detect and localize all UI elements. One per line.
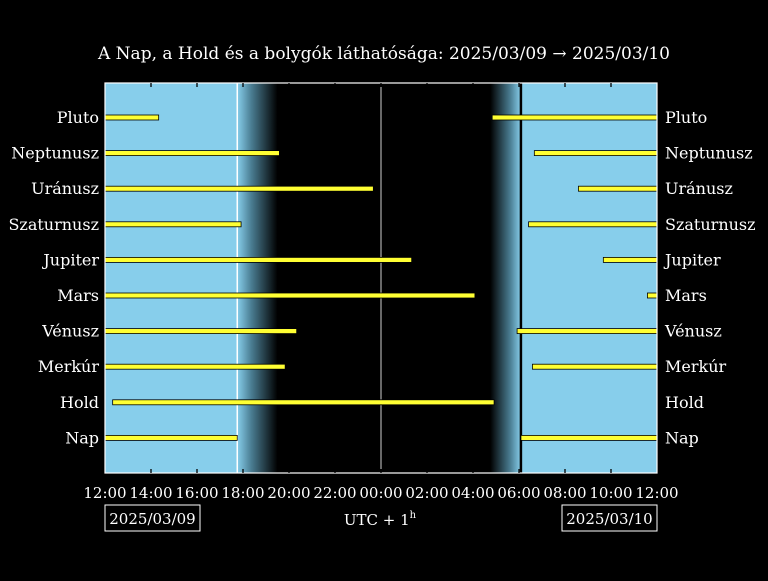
x-tick-label: 20:00 — [267, 484, 310, 502]
daylight-region — [105, 83, 238, 473]
object-label-right: Uránusz — [665, 179, 733, 198]
visibility-bar — [104, 185, 374, 192]
visibility-bar — [104, 328, 298, 335]
x-tick-label: 02:00 — [405, 484, 448, 502]
chart-title: A Nap, a Hold és a bolygók láthatósága: … — [97, 44, 670, 64]
visibility-bar — [491, 114, 658, 121]
visibility-bar — [532, 363, 658, 370]
visibility-bar — [104, 434, 238, 441]
object-label-left: Merkúr — [38, 357, 100, 376]
object-label-left: Jupiter — [41, 250, 99, 269]
start-date-label: 2025/03/09 — [109, 510, 195, 528]
visibility-bar — [104, 256, 413, 263]
object-label-right: Szaturnusz — [665, 215, 756, 234]
gridlines — [236, 83, 523, 473]
x-tick-label: 08:00 — [543, 484, 586, 502]
x-tick-label: 22:00 — [313, 484, 356, 502]
end-date-box: 2025/03/10 — [561, 504, 658, 532]
x-tick-label: 10:00 — [589, 484, 632, 502]
object-label-left: Uránusz — [31, 179, 99, 198]
object-label-right: Mars — [665, 286, 707, 305]
object-label-right: Jupiter — [663, 250, 721, 269]
visibility-bar — [528, 221, 658, 228]
visibility-bar — [602, 256, 658, 263]
end-date-frame — [561, 504, 658, 532]
object-label-right: Pluto — [665, 108, 707, 127]
object-label-left: Pluto — [57, 108, 99, 127]
object-label-left: Mars — [57, 286, 99, 305]
x-tick-label: 12:00 — [635, 484, 678, 502]
start-date-box: 2025/03/09 — [104, 504, 201, 532]
visibility-bar — [112, 399, 495, 406]
visibility-bar — [104, 150, 280, 157]
object-label-left: Nap — [65, 428, 99, 447]
object-label-left: Szaturnusz — [8, 215, 99, 234]
visibility-bar — [104, 221, 242, 228]
x-axis-label-sup: h — [410, 510, 417, 521]
dusk-twilight — [237, 83, 278, 473]
x-tick-label: 14:00 — [129, 484, 172, 502]
x-tick-label: 16:00 — [175, 484, 218, 502]
object-label-right: Vénusz — [664, 322, 722, 341]
object-label-right: Hold — [665, 393, 704, 412]
visibility-bar — [520, 434, 658, 441]
visibility-bar — [104, 114, 160, 121]
visibility-bar — [104, 292, 476, 299]
x-axis-label-main: UTC + 1 — [344, 511, 410, 529]
daylight-region — [520, 83, 657, 473]
object-label-right: Nap — [665, 428, 699, 447]
dawn-twilight — [490, 83, 521, 473]
visibility-bar — [516, 328, 658, 335]
visibility-bar — [647, 292, 658, 299]
start-date-frame — [104, 504, 201, 532]
x-axis-ticks: 12:00 14:00 16:00 18:00 20:00 22:00 00:00 02:00… — [83, 83, 679, 502]
object-label-left: Vénusz — [41, 322, 99, 341]
object-label-left: Neptunusz — [11, 144, 99, 163]
x-tick-label: 12:00 — [83, 484, 126, 502]
visibility-bar — [578, 185, 658, 192]
visibility-bar — [533, 150, 658, 157]
object-label-right: Neptunusz — [665, 144, 753, 163]
end-date-label: 2025/03/10 — [566, 510, 652, 528]
visibility-bars — [104, 114, 658, 441]
x-tick-label: 04:00 — [451, 484, 494, 502]
object-label-left: Hold — [60, 393, 99, 412]
x-tick-label: 06:00 — [497, 484, 540, 502]
x-tick-label: 00:00 — [359, 484, 402, 502]
visibility-bar — [104, 363, 286, 370]
x-axis-label: UTC + 1h — [344, 510, 417, 529]
object-labels: Pluto Pluto Neptunusz Neptunusz Uránusz Uránu… — [8, 108, 755, 447]
x-tick-label: 18:00 — [221, 484, 264, 502]
object-label-right: Merkúr — [665, 357, 727, 376]
